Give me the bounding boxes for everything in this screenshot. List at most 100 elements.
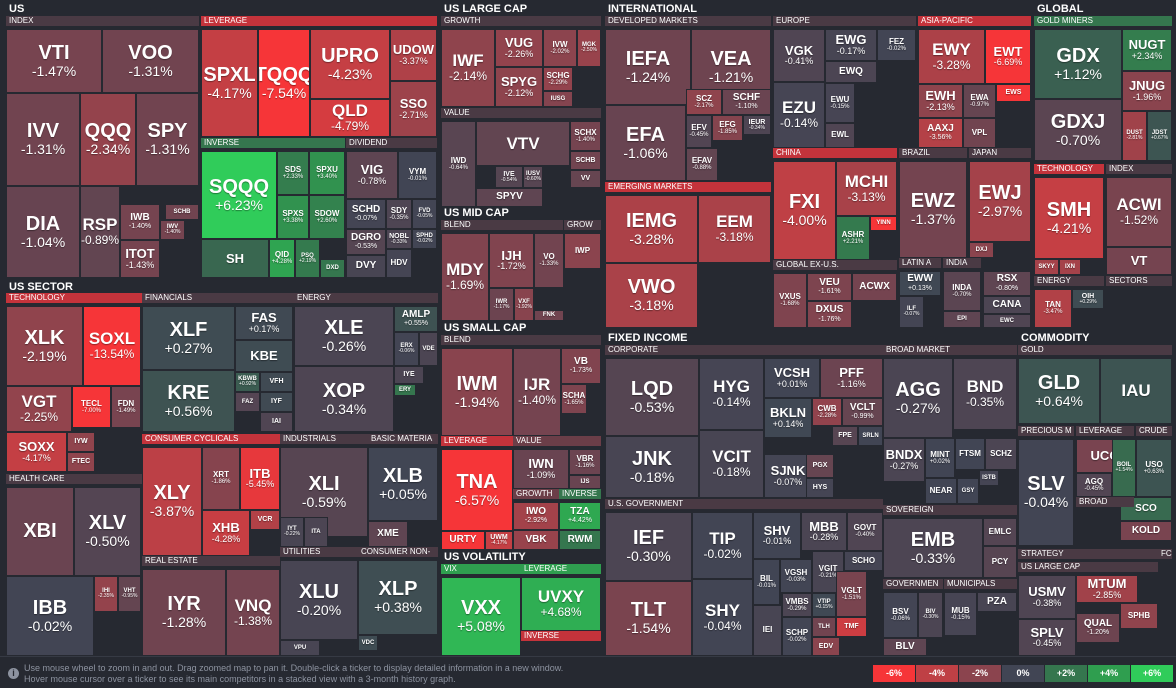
tile-srln[interactable]: SRLN: [858, 426, 883, 446]
tile-vtv[interactable]: VTV: [476, 121, 570, 166]
tile-ery[interactable]: ERY: [394, 384, 416, 396]
tile-vfh[interactable]: VFH: [260, 372, 293, 392]
tile-tlt[interactable]: TLT -1.54%: [605, 581, 692, 656]
tile-ezu[interactable]: EZU -0.14%: [773, 82, 825, 148]
tile-govt[interactable]: GOVT -0.40%: [847, 512, 883, 551]
tile-ibb[interactable]: IBB -0.02%: [6, 576, 94, 656]
tile-fez[interactable]: FEZ -0.02%: [877, 29, 916, 61]
tile-voo[interactable]: VOO -1.31%: [102, 29, 199, 93]
tile-iwp[interactable]: IWP: [564, 233, 601, 269]
tile-spyv[interactable]: SPYV: [476, 188, 543, 207]
tile-vxx[interactable]: VXX +5.08%: [441, 577, 521, 656]
tile-xop[interactable]: XOP -0.34%: [294, 366, 394, 432]
tile-psq[interactable]: PSQ +2.19%: [295, 239, 320, 278]
tile-bkln[interactable]: BKLN +0.14%: [764, 398, 812, 438]
tile-tip[interactable]: TIP -0.02%: [692, 512, 753, 579]
tile-itb[interactable]: ITB -5.45%: [240, 447, 280, 510]
tile-xrt[interactable]: XRT -1.86%: [202, 447, 240, 510]
tile-iyr[interactable]: IYR -1.28%: [142, 569, 226, 656]
tile-emb[interactable]: EMB -0.33%: [883, 518, 983, 578]
tile-dgro[interactable]: DGRO -0.53%: [346, 229, 386, 255]
tile-ief[interactable]: IEF -0.30%: [605, 512, 692, 581]
tile-vpu[interactable]: VPU: [280, 640, 320, 656]
tile-ita[interactable]: ITA: [304, 517, 328, 547]
tile-kbe[interactable]: KBE: [235, 340, 293, 372]
tile-bndx[interactable]: BNDX -0.27%: [883, 438, 925, 482]
tile-vcr[interactable]: VCR: [250, 510, 280, 530]
tile-xlb[interactable]: XLB +0.05%: [368, 447, 438, 521]
tile-biv[interactable]: BIV -0.30%: [918, 592, 943, 638]
tile-skyy[interactable]: SKYY: [1034, 259, 1059, 275]
tile-iwd[interactable]: IWD -0.64%: [441, 121, 476, 207]
tile-ewu[interactable]: EWU -0.15%: [825, 83, 855, 123]
tile-mdy[interactable]: MDY -1.69%: [441, 233, 489, 321]
tile-pcy[interactable]: PCY: [983, 546, 1017, 578]
tile-pza[interactable]: PZA: [977, 592, 1017, 612]
tile-sjnk[interactable]: SJNK -0.07%: [764, 454, 812, 498]
tile-ftec[interactable]: FTEC: [67, 452, 95, 472]
tile-ijs[interactable]: IJS: [569, 475, 601, 489]
tile-fas[interactable]: FAS +0.17%: [235, 306, 293, 340]
tile-ewq[interactable]: EWQ: [825, 61, 877, 83]
tile-ftsm[interactable]: FTSM: [955, 438, 985, 470]
tile-scha[interactable]: SCHA -1.65%: [561, 384, 587, 414]
tile-fnk[interactable]: FNK: [534, 310, 564, 321]
tile-qld[interactable]: QLD -4.79%: [310, 99, 390, 137]
tile-spxl[interactable]: SPXL -4.17%: [201, 29, 258, 137]
tile-vcsh[interactable]: VCSH +0.01%: [764, 358, 820, 398]
tile-ashr[interactable]: ASHR +2.21%: [836, 216, 870, 260]
tile-uvxy[interactable]: UVXY +4.68%: [521, 577, 601, 631]
tile-tan[interactable]: TAN -3.47%: [1034, 289, 1072, 328]
tile-vti[interactable]: VTI -1.47%: [6, 29, 102, 93]
tile-iwf[interactable]: IWF -2.14%: [441, 29, 495, 107]
tile-ewj[interactable]: EWJ -2.97%: [969, 161, 1031, 242]
tile-dxus[interactable]: DXUS -1.76%: [807, 301, 852, 328]
tile-sdow[interactable]: SDOW +2.60%: [309, 195, 345, 239]
tile-upro[interactable]: UPRO -4.23%: [310, 29, 390, 99]
tile-vht[interactable]: VHT -0.95%: [118, 576, 141, 612]
tile-vnq[interactable]: VNQ -1.38%: [226, 569, 280, 656]
tile-pff[interactable]: PFF -1.16%: [820, 358, 883, 398]
tile-vug[interactable]: VUG -2.26%: [495, 29, 543, 67]
tile-sds[interactable]: SDS +2.33%: [277, 151, 309, 195]
tile-bnd[interactable]: BND -0.35%: [953, 358, 1017, 430]
tile-xlk[interactable]: XLK -2.19%: [6, 306, 83, 386]
tile-ivw[interactable]: IVW -2.02%: [543, 29, 577, 67]
tile-scho[interactable]: SCHO: [844, 551, 883, 571]
tile-sphd[interactable]: SPHD -0.02%: [412, 229, 437, 249]
tile-spyg[interactable]: SPYG -2.12%: [495, 67, 543, 107]
tile-vgt[interactable]: VGT -2.25%: [6, 386, 72, 432]
tile-ewy[interactable]: EWY -3.28%: [918, 29, 985, 84]
tile-ive[interactable]: IVE -0.54%: [495, 166, 523, 188]
tile-gdxj[interactable]: GDXJ -0.70%: [1034, 99, 1122, 161]
tile-jnug[interactable]: JNUG -1.96%: [1122, 71, 1172, 111]
tile-sphb[interactable]: SPHB: [1120, 603, 1158, 629]
tile-shy[interactable]: SHY -0.04%: [692, 579, 753, 656]
tile-ewz[interactable]: EWZ -1.37%: [899, 161, 967, 258]
tile-efg[interactable]: EFG -1.85%: [712, 115, 743, 141]
tile-sso[interactable]: SSO -2.71%: [390, 81, 437, 137]
tile-ijr[interactable]: IJR -1.40%: [513, 348, 561, 436]
tile-ewc[interactable]: EWC: [983, 314, 1031, 328]
tile-iei[interactable]: IEI: [753, 605, 782, 656]
tile-vde[interactable]: VDE: [419, 332, 438, 366]
tile-acwi[interactable]: ACWI -1.52%: [1106, 177, 1172, 247]
tile-faz[interactable]: FAZ: [235, 392, 260, 412]
tile-bil[interactable]: BIL -0.01%: [753, 559, 780, 605]
tile-iwm[interactable]: IWM -1.94%: [441, 348, 513, 436]
tile-kre[interactable]: KRE +0.56%: [142, 370, 235, 432]
tile-iwr[interactable]: IWR -1.17%: [489, 288, 514, 321]
tile-nugt[interactable]: NUGT +2.34%: [1122, 29, 1172, 71]
tile-iemg[interactable]: IEMG -3.28%: [605, 195, 698, 263]
tile-spxu[interactable]: SPXU +3.40%: [309, 151, 345, 195]
tile-mtum[interactable]: MTUM -2.85%: [1076, 575, 1138, 603]
tile-udow[interactable]: UDOW -3.37%: [390, 29, 437, 81]
tile-iai[interactable]: IAI: [260, 412, 293, 432]
tile-iyf[interactable]: IYF: [260, 392, 293, 412]
tile-vb[interactable]: VB -1.73%: [561, 348, 601, 384]
tile-schb[interactable]: SCHB: [570, 151, 601, 170]
tile-tmf[interactable]: TMF: [836, 617, 867, 637]
tile-dvy[interactable]: DVY: [346, 255, 386, 278]
tile-nobl[interactable]: NOBL -0.33%: [386, 229, 412, 249]
tile-itot[interactable]: ITOT -1.43%: [120, 240, 160, 278]
